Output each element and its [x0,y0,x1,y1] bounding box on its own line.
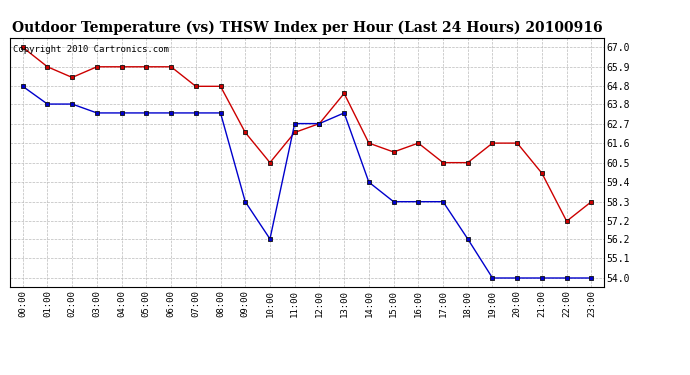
Title: Outdoor Temperature (vs) THSW Index per Hour (Last 24 Hours) 20100916: Outdoor Temperature (vs) THSW Index per … [12,21,602,35]
Text: Copyright 2010 Cartronics.com: Copyright 2010 Cartronics.com [13,45,169,54]
